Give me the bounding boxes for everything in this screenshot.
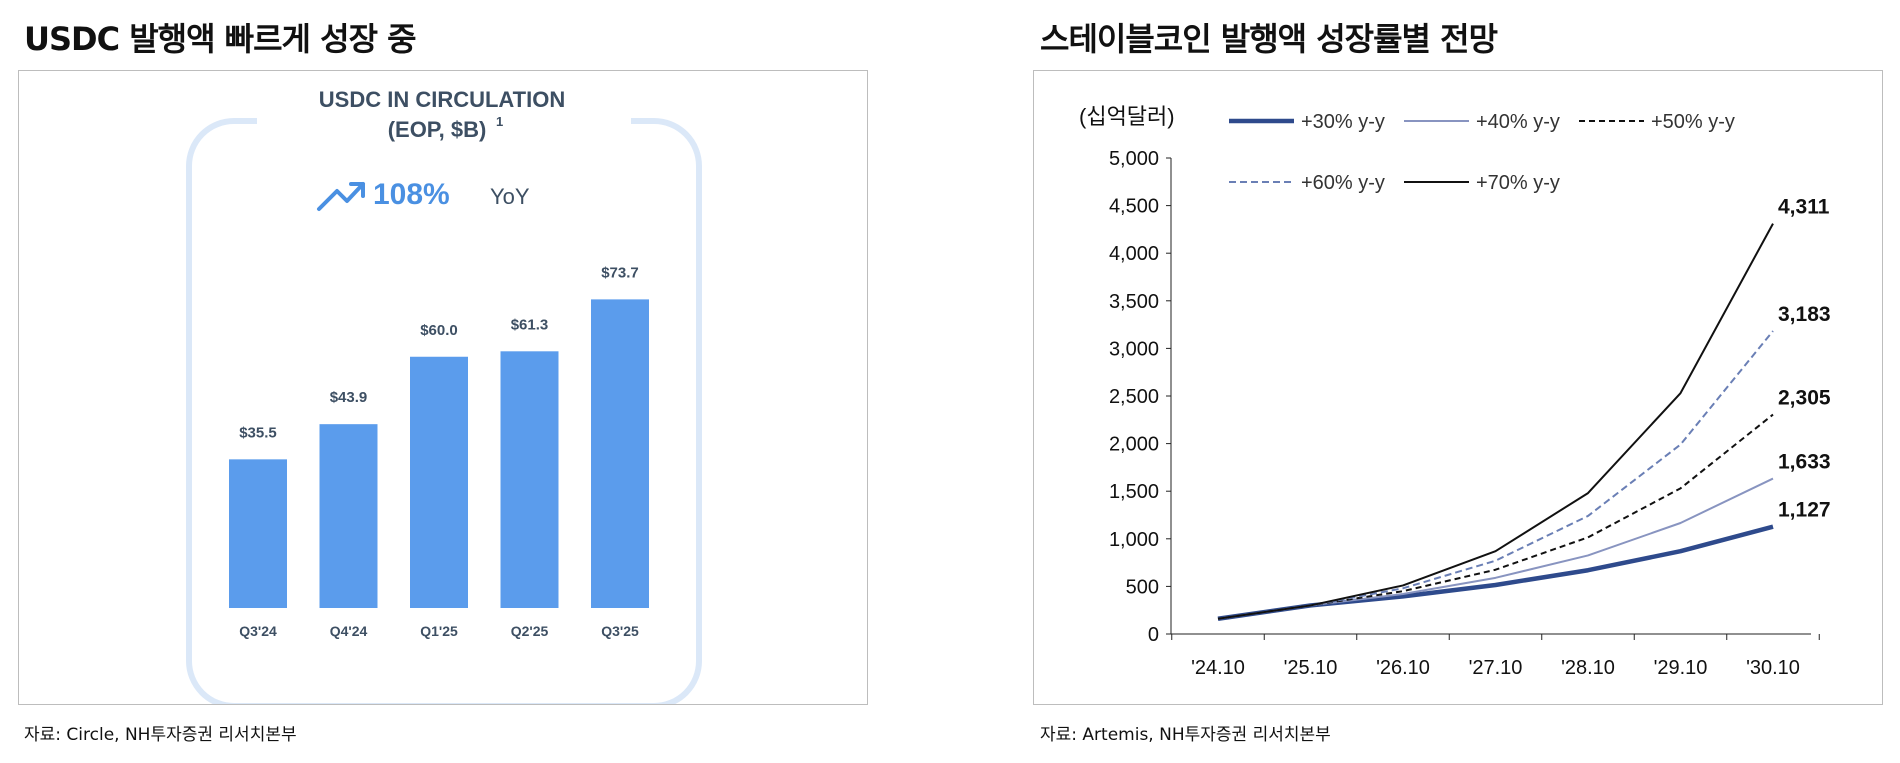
bar-2 bbox=[410, 356, 468, 608]
left-chart-frame: USDC IN CIRCULATION (EOP, $B) 1 108% YoY… bbox=[18, 70, 868, 709]
bar-4 bbox=[591, 299, 649, 608]
y-tick-label-4: 2,000 bbox=[1109, 434, 1159, 456]
y-tick-label-8: 4,000 bbox=[1109, 243, 1159, 265]
category-label-0: Q3'24 bbox=[239, 623, 277, 639]
series-end-label-0: 1,127 bbox=[1778, 499, 1831, 522]
trend-up-icon bbox=[317, 182, 365, 211]
series-end-label-4: 4,311 bbox=[1778, 196, 1830, 219]
right-chart-frame: (십억달러) +30% y-y +40% y-y +50% y-y +60% y-y +… bbox=[1033, 70, 1883, 705]
chart-title: USDC IN CIRCULATION bbox=[319, 87, 565, 112]
y-tick-label-7: 3,500 bbox=[1109, 291, 1159, 313]
right-heading: 스테이블코인 발행액 성장률별 전망 bbox=[1040, 20, 1498, 58]
title-mask bbox=[257, 99, 631, 169]
x-tick-label-2: '26.10 bbox=[1376, 657, 1430, 679]
series-line-4 bbox=[1217, 223, 1774, 620]
bar-value-label-3: $61.3 bbox=[511, 316, 549, 333]
bar-value-label-4: $73.7 bbox=[601, 264, 639, 281]
bar-3 bbox=[500, 351, 559, 608]
legend-label-1: +40% y-y bbox=[1476, 111, 1560, 133]
series-line-0 bbox=[1217, 524, 1774, 621]
left-source: 자료: Circle, NH투자증권 리서치본부 bbox=[24, 725, 297, 745]
y-tick-label-3: 1,500 bbox=[1109, 481, 1159, 503]
bar-value-label-2: $60.0 bbox=[420, 322, 458, 339]
y-tick-label-5: 2,500 bbox=[1109, 386, 1159, 408]
legend-label-3: +60% y-y bbox=[1301, 172, 1385, 194]
category-label-1: Q4'24 bbox=[330, 623, 368, 639]
left-heading: USDC 발행액 빠르게 성장 중 bbox=[24, 20, 417, 58]
y-tick-label-2: 1,000 bbox=[1109, 529, 1159, 551]
category-label-4: Q3'25 bbox=[601, 623, 639, 639]
axes: 0 500 1,000 1,500 2,000 2,500 3,000 3,500 4,000 4… bbox=[1109, 148, 1820, 679]
bar-value-label-0: $35.5 bbox=[239, 424, 277, 441]
series-line-2 bbox=[1217, 413, 1774, 620]
usdc-bar-chart: USDC IN CIRCULATION (EOP, $B) 1 108% YoY… bbox=[186, 87, 702, 709]
y-tick-label-10: 5,000 bbox=[1109, 148, 1159, 170]
growth-value: 108% bbox=[373, 178, 450, 211]
bar-value-label-1: $43.9 bbox=[330, 389, 368, 406]
series-end-label-1: 1,633 bbox=[1778, 451, 1831, 474]
chart-subtitle: (EOP, $B) bbox=[388, 117, 487, 142]
y-tick-label-9: 4,500 bbox=[1109, 196, 1159, 218]
bars-group: $35.5 Q3'24 $43.9 Q4'24 $60.0 Q1'25 $61.3 Q2'25… bbox=[229, 264, 649, 639]
x-tick-label-3: '27.10 bbox=[1469, 657, 1523, 679]
series-end-label-3: 3,183 bbox=[1778, 303, 1831, 326]
right-source: 자료: Artemis, NH투자증권 리서치본부 bbox=[1040, 725, 1331, 745]
growth-label: YoY bbox=[490, 184, 530, 209]
legend-label-4: +70% y-y bbox=[1476, 172, 1560, 194]
y-tick-label-1: 500 bbox=[1126, 576, 1159, 598]
x-tick-label-0: '24.10 bbox=[1191, 657, 1245, 679]
x-tick-label-1: '25.10 bbox=[1284, 657, 1338, 679]
category-label-2: Q1'25 bbox=[420, 623, 458, 639]
y-tick-label-6: 3,000 bbox=[1109, 338, 1159, 360]
chart-subtitle-superscript: 1 bbox=[496, 114, 503, 129]
series-end-label-2: 2,305 bbox=[1778, 387, 1831, 410]
legend-label-0: +30% y-y bbox=[1301, 111, 1385, 133]
x-tick-label-6: '30.10 bbox=[1746, 657, 1800, 679]
category-label-3: Q2'25 bbox=[511, 623, 549, 639]
unit-label: (십억달러) bbox=[1079, 104, 1175, 129]
stablecoin-line-chart: (십억달러) +30% y-y +40% y-y +50% y-y+60% y-y +… bbox=[1079, 104, 1831, 679]
x-tick-label-5: '29.10 bbox=[1654, 657, 1708, 679]
x-tick-label-4: '28.10 bbox=[1561, 657, 1615, 679]
legend: +30% y-y +40% y-y +50% y-y +60% y-y +70% y-y bbox=[1229, 111, 1735, 194]
y-tick-label-0: 0 bbox=[1148, 624, 1159, 646]
bar-1 bbox=[319, 424, 378, 608]
bar-0 bbox=[229, 459, 287, 608]
lines-group: 1,127 1,633 2,305 3,183 4,311 bbox=[1217, 196, 1831, 621]
legend-label-2: +50% y-y bbox=[1651, 111, 1735, 133]
